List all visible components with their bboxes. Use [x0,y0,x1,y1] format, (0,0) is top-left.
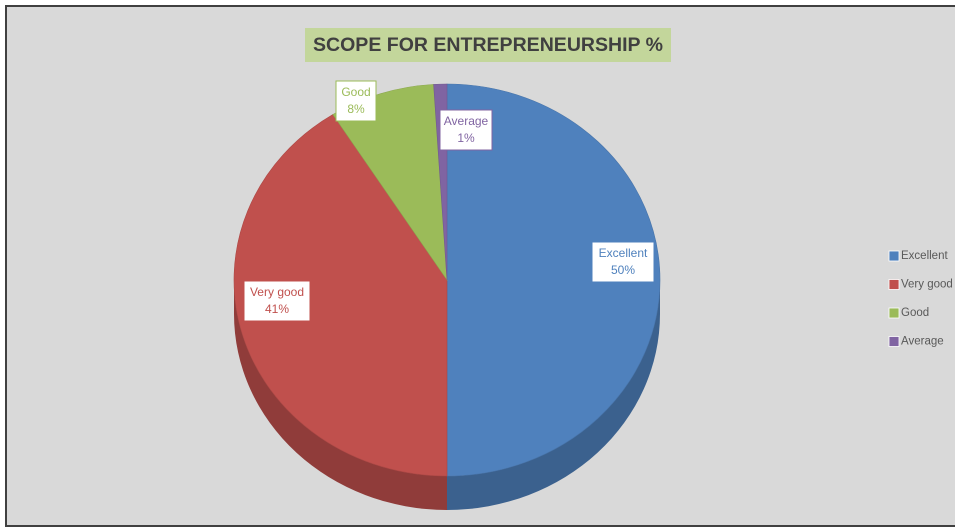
slice [332,84,448,282]
legend-label: Excellent [901,250,948,262]
data-label-category: Very good [250,285,304,299]
data-label-box [439,109,493,151]
slice [446,83,661,477]
data-label-value: 8% [347,102,365,116]
slice [233,114,448,477]
data-label-box [243,280,311,322]
slice-side [234,280,447,510]
title-box [305,28,671,62]
data-label-box [591,241,655,283]
legend-label: Average [901,336,944,348]
data-label-category: Excellent [599,246,648,260]
legend-swatch [888,307,900,319]
data-label-box [335,80,377,122]
data-label-value: 41% [265,302,289,316]
legend-label: Very good [901,279,953,291]
legend-swatch [888,279,900,290]
data-label-category: Average [444,114,489,128]
legend-swatch [888,336,900,347]
data-label-category: Good [341,85,370,99]
data-label-value: 1% [457,131,475,145]
legend-swatch [888,250,900,262]
data-label-value: 50% [611,263,635,277]
slice-side [447,280,660,510]
chart-title: SCOPE FOR ENTREPRENEURSHIP % [313,35,663,56]
legend-label: Good [901,307,929,319]
